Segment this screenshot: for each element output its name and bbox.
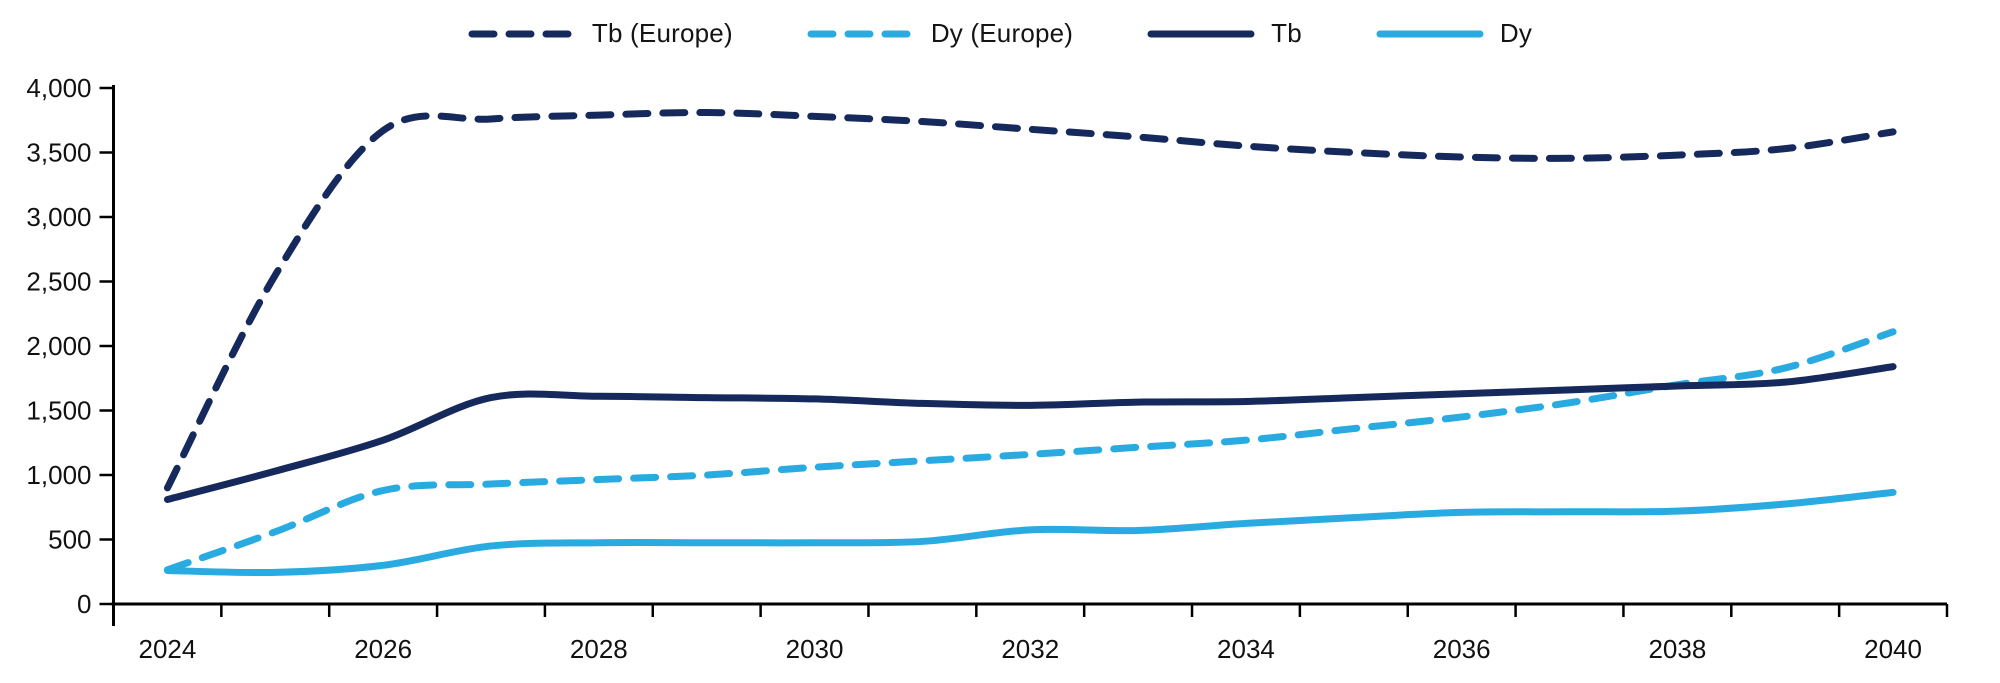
x-axis-tick-label: 2040 [1864, 634, 1922, 664]
legend: Tb (Europe) Dy (Europe) Tb Dy [0, 18, 2000, 49]
legend-item-dy-europe: Dy (Europe) [807, 18, 1073, 49]
legend-item-tb-europe: Tb (Europe) [468, 18, 733, 49]
legend-label-tb-europe: Tb (Europe) [591, 18, 733, 48]
legend-label-dy-europe: Dy (Europe) [930, 18, 1074, 48]
series-line-dy-europe [163, 328, 1897, 574]
y-axis-tick-label: 4,000 [26, 73, 91, 103]
series-line-dy [163, 488, 1897, 577]
legend-item-dy: Dy [1376, 18, 1532, 49]
x-axis-tick-label: 2030 [786, 634, 844, 664]
legend-label-tb: Tb [1271, 18, 1302, 48]
legend-label-dy: Dy [1499, 18, 1533, 48]
y-axis-tick-label: 1,000 [26, 460, 91, 490]
y-axis-tick-label: 0 [77, 589, 91, 619]
x-axis-tick-label: 2024 [139, 634, 197, 664]
y-axis-tick-label: 3,000 [26, 202, 91, 232]
x-axis-tick-label: 2036 [1433, 634, 1491, 664]
x-axis-tick-label: 2028 [570, 634, 628, 664]
series-line-tb [163, 363, 1897, 504]
y-axis-tick-label: 2,500 [26, 267, 91, 297]
x-axis-tick-label: 2038 [1648, 634, 1706, 664]
x-axis-tick-label: 2032 [1001, 634, 1059, 664]
legend-line-sample-dy-europe [807, 30, 915, 37]
x-axis-tick-label: 2026 [354, 634, 412, 664]
y-axis-tick-label: 3,500 [26, 138, 91, 168]
y-axis-tick-label: 500 [48, 525, 91, 555]
y-axis-tick-label: 1,500 [26, 396, 91, 426]
series-line-tb-europe [163, 108, 1897, 492]
legend-line-sample-tb-europe [468, 30, 576, 37]
x-axis-tick-label: 2034 [1217, 634, 1275, 664]
legend-line-sample-dy [1376, 30, 1484, 37]
legend-line-sample-tb [1147, 30, 1255, 37]
legend-item-tb: Tb [1147, 18, 1302, 49]
y-axis-tick-label: 2,000 [26, 331, 91, 361]
